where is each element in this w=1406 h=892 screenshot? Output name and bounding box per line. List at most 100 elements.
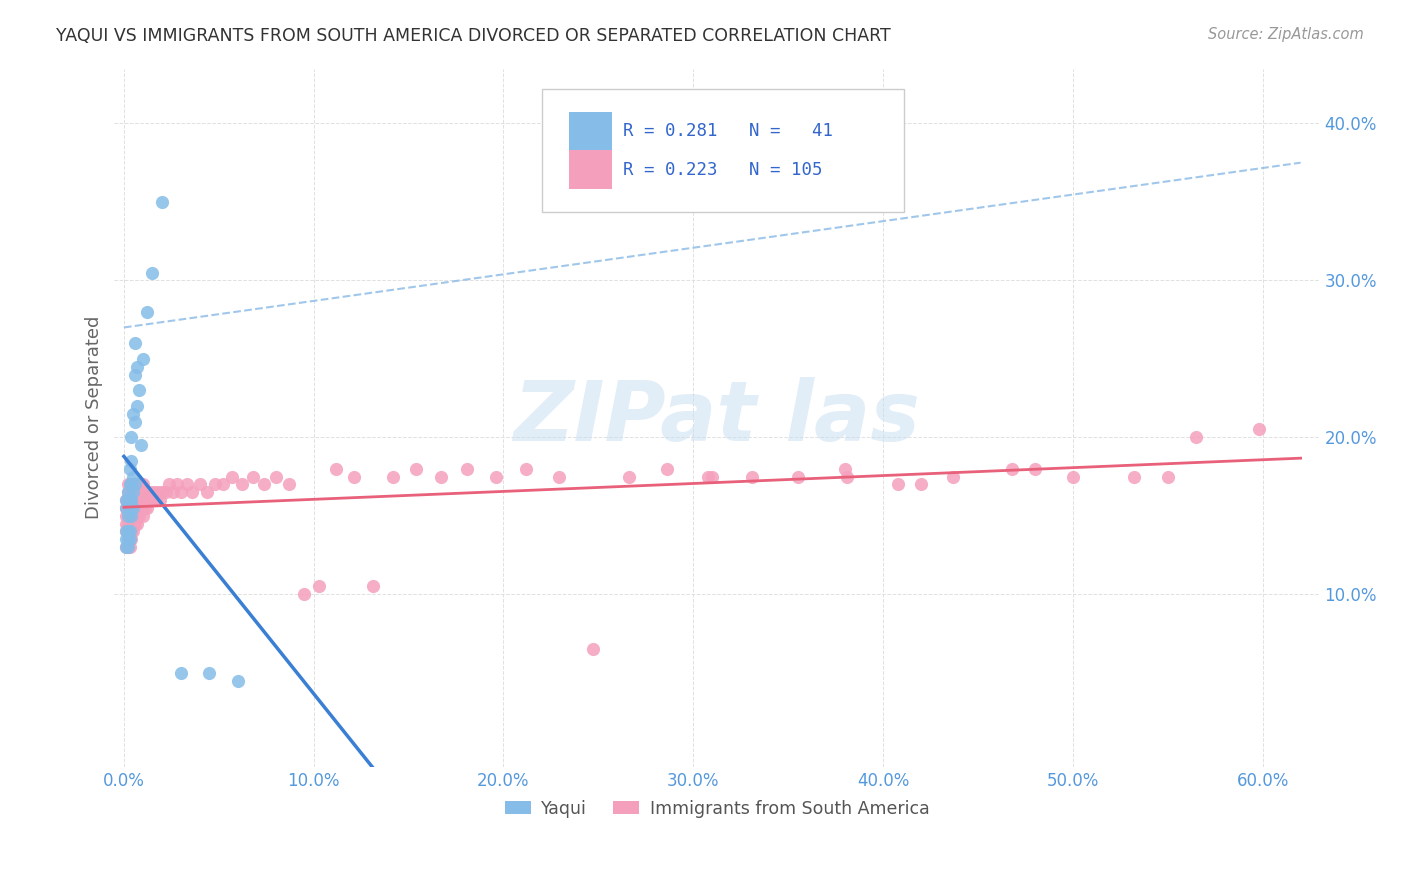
Point [122, 485, 145, 500]
Point [134, 500, 156, 515]
Point [697, 469, 720, 483]
Point [118, 493, 141, 508]
Point [124, 415, 146, 429]
Point [150, 194, 173, 209]
Point [181, 485, 204, 500]
Point [253, 477, 276, 491]
Point [155, 485, 177, 500]
Point [122, 500, 145, 515]
Text: R = 0.223   N = 105: R = 0.223 N = 105 [623, 161, 823, 178]
Point [382, 469, 405, 483]
Point [1001, 461, 1024, 475]
Point [170, 485, 193, 500]
Point [128, 508, 150, 523]
Text: R = 0.281   N =   41: R = 0.281 N = 41 [623, 122, 832, 140]
Point [325, 461, 347, 475]
Point [655, 461, 678, 475]
Point [1247, 422, 1270, 436]
Point [118, 500, 141, 515]
Point [132, 508, 155, 523]
Point [121, 493, 143, 508]
Point [170, 665, 193, 680]
Point [114, 540, 136, 554]
Point [117, 485, 139, 500]
Point [118, 493, 141, 508]
Point [134, 485, 156, 500]
Point [118, 524, 141, 539]
Point [132, 477, 155, 491]
Point [128, 493, 150, 508]
Point [127, 508, 149, 523]
Point [114, 508, 136, 523]
Point [121, 524, 143, 539]
Point [135, 500, 157, 515]
Point [114, 533, 136, 547]
Point [122, 477, 145, 491]
Point [617, 469, 640, 483]
Point [456, 461, 478, 475]
Point [117, 485, 139, 500]
Text: ZIPat las: ZIPat las [513, 377, 921, 458]
Point [146, 485, 169, 500]
Point [121, 508, 143, 523]
Point [150, 485, 173, 500]
Point [124, 508, 146, 523]
Point [118, 477, 141, 491]
Point [942, 469, 965, 483]
Point [118, 485, 141, 500]
Point [124, 477, 146, 491]
Point [159, 477, 181, 491]
Point [149, 493, 172, 508]
Point [114, 540, 136, 554]
Point [135, 485, 157, 500]
Point [122, 524, 145, 539]
Point [143, 485, 166, 500]
Point [114, 493, 136, 508]
Point [132, 493, 155, 508]
Point [197, 485, 219, 500]
Point [702, 469, 724, 483]
Point [118, 500, 141, 515]
Point [114, 500, 136, 515]
Point [118, 533, 141, 547]
Point [118, 461, 141, 475]
Point [166, 477, 188, 491]
Point [124, 477, 146, 491]
Y-axis label: Divorced or Separated: Divorced or Separated [86, 316, 103, 519]
Point [124, 516, 146, 531]
Point [132, 351, 155, 366]
Point [117, 540, 139, 554]
Point [128, 477, 150, 491]
Point [292, 587, 315, 601]
Point [1185, 430, 1208, 444]
Point [118, 508, 141, 523]
Text: YAQUI VS IMMIGRANTS FROM SOUTH AMERICA DIVORCED OR SEPARATED CORRELATION CHART: YAQUI VS IMMIGRANTS FROM SOUTH AMERICA D… [56, 27, 891, 45]
Point [127, 399, 149, 413]
FancyBboxPatch shape [569, 112, 612, 151]
Point [741, 469, 763, 483]
Point [139, 485, 162, 500]
Point [127, 359, 149, 374]
Point [114, 524, 136, 539]
Point [135, 305, 157, 319]
Point [121, 430, 143, 444]
Point [405, 461, 427, 475]
Point [121, 477, 143, 491]
Point [786, 469, 808, 483]
Point [547, 469, 569, 483]
Point [145, 493, 167, 508]
Point [122, 493, 145, 508]
Point [114, 493, 136, 508]
Point [117, 524, 139, 539]
Point [176, 477, 198, 491]
Point [198, 665, 221, 680]
Point [122, 508, 145, 523]
Point [118, 533, 141, 547]
Point [1157, 469, 1180, 483]
Point [278, 477, 301, 491]
Point [1122, 469, 1144, 483]
Point [1024, 461, 1046, 475]
Point [127, 516, 149, 531]
Point [129, 500, 152, 515]
Point [117, 477, 139, 491]
